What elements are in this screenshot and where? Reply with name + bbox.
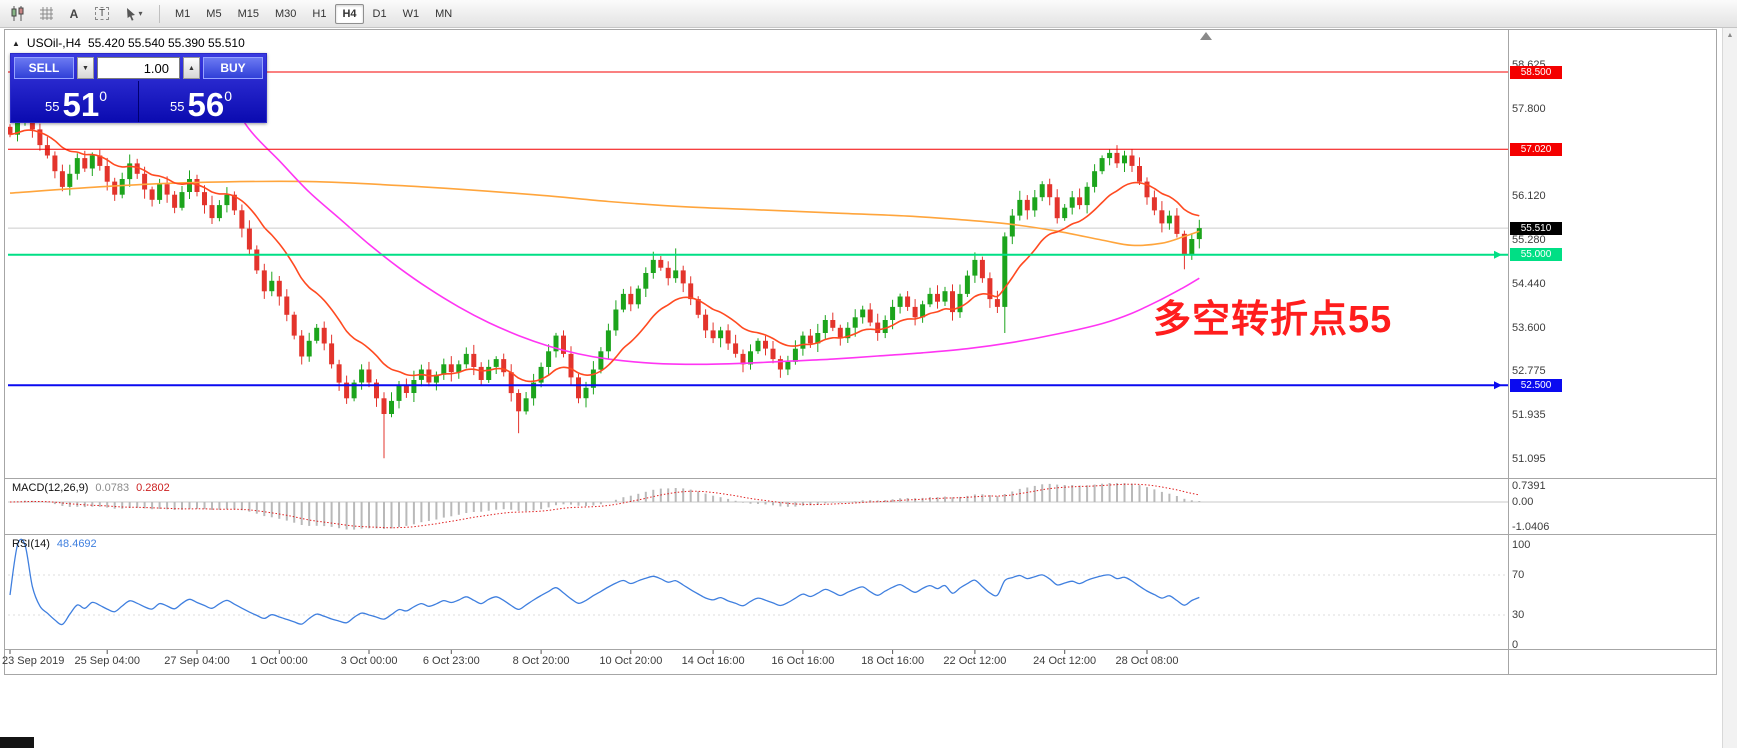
volume-decrease-button[interactable]: ▼ bbox=[77, 57, 94, 79]
volume-increase-button[interactable]: ▲ bbox=[183, 57, 200, 79]
dropdown-caret-icon: ▾ bbox=[138, 9, 143, 18]
macd-label: MACD(12,26,9) 0.0783 0.2802 bbox=[12, 482, 170, 494]
ohlc-values: 55.420 55.540 55.390 55.510 bbox=[87, 36, 245, 50]
sell-price-sup: 0 bbox=[99, 88, 107, 104]
timeframe-button-m30[interactable]: M30 bbox=[274, 7, 297, 20]
rsi-value: 48.4692 bbox=[56, 538, 97, 550]
chart-canvas[interactable] bbox=[0, 28, 1722, 676]
vertical-scrollbar[interactable]: ▲ bbox=[1722, 28, 1737, 748]
grid-icon[interactable] bbox=[33, 3, 59, 25]
price-divider bbox=[138, 81, 139, 122]
cursor-tool-icon[interactable]: ▾ bbox=[117, 3, 151, 25]
timeframe-button-h1[interactable]: H1 bbox=[312, 7, 327, 20]
time-axis[interactable] bbox=[4, 650, 1508, 674]
rsi-panel-region[interactable] bbox=[4, 535, 1508, 649]
chart-annotation: 多空转折点55 bbox=[1153, 299, 1393, 341]
rsi-label: RSI(14) 48.4692 bbox=[12, 538, 97, 550]
timeframe-button-d1[interactable]: D1 bbox=[372, 7, 387, 20]
cursor-glyph bbox=[127, 7, 136, 21]
grid-glyph bbox=[39, 7, 53, 20]
text-label-icon[interactable]: T bbox=[89, 3, 115, 25]
chart-window[interactable]: ▲ USOil-,H4 55.420 55.540 55.390 55.510 … bbox=[0, 28, 1722, 676]
rsi-name: RSI(14) bbox=[12, 538, 50, 550]
scrollbar-up-arrow[interactable]: ▲ bbox=[1726, 32, 1734, 39]
symbol-info: ▲ USOil-,H4 55.420 55.540 55.390 55.510 bbox=[12, 36, 245, 50]
timeframe-button-h4[interactable]: H4 bbox=[335, 3, 364, 24]
timeframe-button-m1[interactable]: M1 bbox=[175, 7, 191, 20]
timeframe-button-m5[interactable]: M5 bbox=[206, 7, 222, 20]
macd-panel-region[interactable] bbox=[4, 479, 1508, 534]
one-click-toggle-icon[interactable]: ▲ bbox=[12, 38, 20, 48]
toolbar: A T ▾ M1 M5 M15 M30 H1 H4 D1 W1 MN bbox=[0, 0, 1737, 28]
sell-price[interactable]: 55 51 0 bbox=[14, 81, 138, 122]
macd-main-value: 0.0783 bbox=[95, 482, 130, 494]
timeframe-button-mn[interactable]: MN bbox=[435, 7, 453, 20]
sell-price-big: 51 bbox=[62, 86, 100, 123]
buy-button[interactable]: BUY bbox=[203, 57, 263, 79]
timeframe-group: M1 M5 M15 M30 H1 H4 D1 W1 MN bbox=[168, 3, 459, 24]
candlestick-chart-icon[interactable] bbox=[5, 3, 31, 25]
buy-price[interactable]: 55 56 0 bbox=[139, 81, 263, 122]
buy-price-big: 56 bbox=[187, 86, 225, 123]
toolbar-separator bbox=[159, 4, 160, 23]
sell-button[interactable]: SELL bbox=[14, 57, 74, 79]
volume-input[interactable] bbox=[97, 57, 180, 79]
one-click-trading-panel: SELL ▼ ▲ BUY 55 51 0 55 56 0 bbox=[10, 53, 267, 123]
candlestick-chart-glyph bbox=[11, 6, 24, 21]
buy-price-sup: 0 bbox=[224, 88, 232, 104]
symbol-name: USOil-,H4 bbox=[26, 36, 81, 50]
timeframe-button-w1[interactable]: W1 bbox=[402, 7, 420, 20]
macd-signal-value: 0.2802 bbox=[136, 482, 170, 494]
sell-price-small: 55 bbox=[45, 99, 60, 114]
taskbar-fragment bbox=[0, 737, 34, 748]
chart-shift-marker[interactable] bbox=[1200, 32, 1212, 40]
text-annotation-icon[interactable]: A bbox=[69, 6, 79, 21]
price-axis[interactable] bbox=[1508, 28, 1572, 676]
text-label-glyph: T bbox=[94, 7, 110, 20]
macd-name: MACD(12,26,9) bbox=[12, 482, 89, 494]
timeframe-button-m15[interactable]: M15 bbox=[237, 7, 259, 20]
buy-price-small: 55 bbox=[170, 99, 185, 114]
